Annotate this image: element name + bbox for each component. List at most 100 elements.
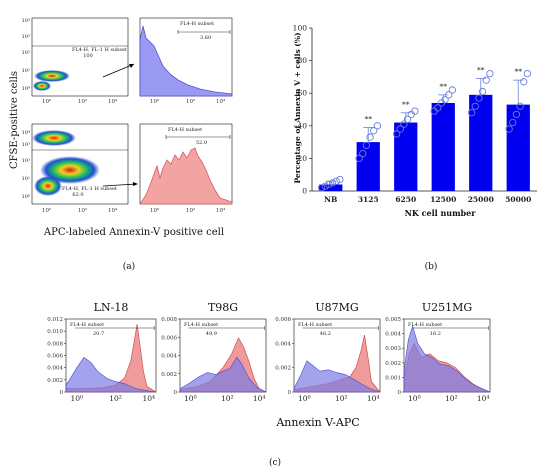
gate-label: FL4-H subset bbox=[184, 322, 218, 328]
top-dot-gate-value: 100 bbox=[83, 53, 93, 59]
bar-ytick-label: 0 bbox=[302, 187, 307, 196]
gate-value: 46.2 bbox=[320, 331, 331, 337]
data-point bbox=[441, 96, 449, 104]
histogram-xtick: 10² bbox=[109, 394, 122, 403]
bar-ytick-label: 100 bbox=[293, 24, 308, 33]
panel-a-ylabel: CFSE-positive cells bbox=[9, 71, 20, 169]
data-point bbox=[359, 149, 367, 158]
bottom-dot-xtick-2: 10² bbox=[78, 207, 87, 214]
data-point bbox=[370, 127, 378, 135]
top-dot-density bbox=[34, 70, 70, 82]
panel-b-label: (b) bbox=[425, 261, 438, 272]
svg-text:10¹: 10¹ bbox=[22, 68, 30, 74]
panel-c: LN-18 0 0.002 0.004 0.006 0.008 0.010 0.012 FL4-… bbox=[47, 301, 491, 403]
bottom-histogram: FL4-H subset 52.0 10⁰ 10² 10⁴ bbox=[139, 123, 233, 214]
top-dot-ytick: 10³ bbox=[22, 18, 30, 24]
category-label: 25000 bbox=[468, 195, 494, 204]
data-point bbox=[516, 102, 524, 110]
histogram-panel: U251MG 0 0.001 0.002 0.003 0.004 0.005 FL4-H su… bbox=[385, 301, 491, 403]
bar-chart-significance: ** ** ** ** ** bbox=[365, 66, 523, 124]
bar bbox=[356, 142, 380, 191]
data-point bbox=[509, 118, 517, 127]
histogram-xtick: 10⁰ bbox=[71, 394, 84, 403]
histogram-title: U251MG bbox=[422, 301, 472, 314]
svg-text:10³: 10³ bbox=[22, 142, 30, 148]
data-point bbox=[400, 120, 408, 128]
top-arrow bbox=[102, 63, 135, 78]
gate-value: 49.9 bbox=[206, 331, 217, 337]
top-hist-area bbox=[139, 25, 233, 97]
top-dot-xtick-1: 10⁰ bbox=[42, 98, 52, 105]
histogram-panel: LN-18 0 0.002 0.004 0.006 0.008 0.010 0.012 FL4-… bbox=[47, 301, 158, 403]
top-hist-xtick-2: 10² bbox=[186, 98, 195, 105]
data-point bbox=[478, 87, 487, 96]
data-point bbox=[355, 154, 363, 163]
histogram-ytick: 0.004 bbox=[385, 332, 401, 338]
category-label: NB bbox=[324, 195, 337, 204]
svg-text:10²: 10² bbox=[22, 50, 30, 56]
histogram-xtick: 10⁴ bbox=[367, 394, 380, 403]
histogram-xtick: 10⁰ bbox=[408, 394, 421, 403]
histogram-ytick: 0.002 bbox=[385, 361, 401, 367]
data-point bbox=[486, 69, 494, 78]
panel-a-label: (a) bbox=[123, 261, 135, 272]
panel-c-label: (c) bbox=[269, 457, 281, 468]
data-point bbox=[512, 110, 521, 119]
histogram-ytick: 0.010 bbox=[47, 329, 63, 335]
panel-b: Percentage of Annexin V + cells (%) 0 20 4… bbox=[293, 24, 537, 272]
svg-text:10⁴: 10⁴ bbox=[22, 130, 30, 136]
data-point bbox=[396, 125, 404, 133]
histogram-xtick: 10⁴ bbox=[253, 394, 266, 403]
histogram-ytick: 0.003 bbox=[385, 346, 401, 352]
svg-text:10³: 10³ bbox=[22, 34, 30, 40]
bottom-hist-gate-label: FL4-H subset bbox=[168, 127, 202, 133]
bar-ytick-label: 60 bbox=[297, 89, 307, 98]
gate-label: FL4-H subset bbox=[298, 322, 332, 328]
bar-chart-points bbox=[317, 69, 532, 192]
category-label: 3125 bbox=[358, 195, 379, 204]
data-point bbox=[523, 69, 532, 78]
data-point bbox=[366, 133, 374, 141]
svg-text:10⁰: 10⁰ bbox=[22, 86, 30, 92]
data-point bbox=[362, 141, 371, 150]
bottom-hist-area bbox=[139, 147, 233, 205]
top-hist-xtick-3: 10⁴ bbox=[216, 98, 226, 105]
histogram-ytick: 0 bbox=[288, 390, 292, 396]
top-dot-plot: FL4-H, FL-1 H subset 100 10³ 10³ 10² 10¹… bbox=[22, 17, 129, 105]
bar bbox=[469, 94, 493, 191]
category-label: 12500 bbox=[430, 195, 456, 204]
bottom-hist-xtick-1: 10⁰ bbox=[150, 207, 160, 214]
bottom-hist-xtick-3: 10⁴ bbox=[216, 207, 226, 214]
significance-mark: ** bbox=[402, 100, 410, 109]
bar-chart-ticks: 0 20 40 60 80 100 bbox=[293, 24, 312, 196]
histogram-first-area bbox=[65, 356, 157, 393]
significance-mark: ** bbox=[515, 67, 523, 76]
panel-a: CFSE-positive cells FL4-H, FL-1 H subset… bbox=[9, 17, 233, 272]
bottom-dot-xtick-3: 10⁴ bbox=[108, 207, 118, 214]
bottom-hist-xtick-2: 10² bbox=[186, 207, 195, 214]
category-label: 6250 bbox=[395, 195, 416, 204]
bottom-hist-gate-value: 52.0 bbox=[196, 140, 207, 146]
significance-mark: ** bbox=[477, 66, 485, 75]
bottom-dot-gate-value: 62.0 bbox=[72, 192, 83, 198]
gate-value: 20.7 bbox=[93, 331, 104, 337]
panel-b-xlabel: NK cell number bbox=[405, 208, 477, 218]
histogram-ytick: 0.001 bbox=[385, 375, 401, 381]
top-hist-gate-label: FL4-H subset bbox=[180, 21, 214, 27]
significance-mark: ** bbox=[440, 82, 448, 91]
bar bbox=[394, 122, 418, 191]
panel-a-xlabel: APC-labeled Annexin-V positive cell bbox=[43, 227, 224, 238]
top-histogram: FL4-H subset 3.60 10⁰ 10² 10⁴ bbox=[139, 17, 233, 105]
histogram-xtick: 10² bbox=[221, 394, 234, 403]
histogram-ytick: 0.008 bbox=[161, 317, 177, 323]
data-point bbox=[321, 182, 329, 190]
top-dot-xtick-3: 10⁴ bbox=[108, 98, 118, 105]
histogram-first-area bbox=[403, 325, 491, 393]
svg-text:10¹: 10¹ bbox=[22, 176, 30, 182]
histogram-ytick: 0.002 bbox=[161, 372, 177, 378]
bottom-dot-density-lower bbox=[40, 156, 100, 184]
histogram-title: T98G bbox=[208, 301, 238, 314]
bottom-dot-density-upper bbox=[32, 130, 76, 146]
gate-label: FL4-H subset bbox=[408, 322, 442, 328]
panel-b-ylabel: Percentage of Annexin V + cells (%) bbox=[293, 32, 302, 183]
